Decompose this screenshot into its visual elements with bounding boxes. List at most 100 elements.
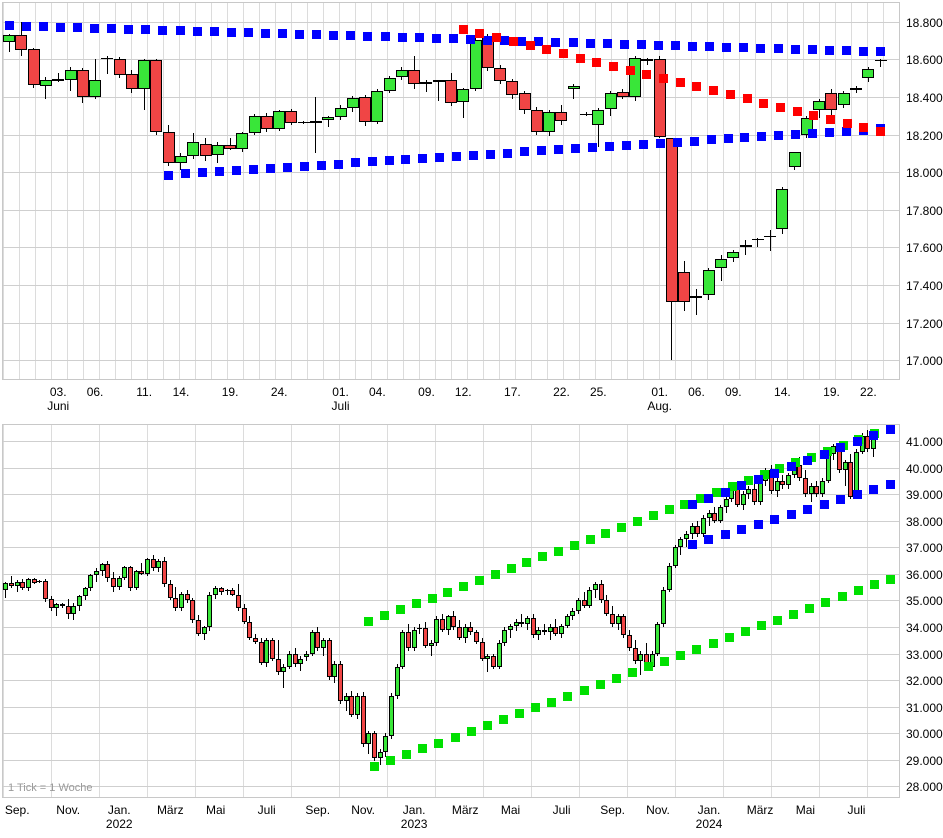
candlestick-body-down bbox=[337, 664, 343, 702]
candlestick-wick bbox=[283, 664, 285, 689]
candlestick bbox=[723, 496, 729, 513]
candlestick bbox=[405, 624, 411, 651]
blue-resistance-line-dot bbox=[602, 39, 612, 49]
blue-resistance-line-dot bbox=[107, 24, 117, 34]
candlestick-body-up bbox=[145, 559, 151, 574]
blue-channel-lower-line-dot bbox=[770, 515, 780, 525]
blue-support-line-dot bbox=[672, 137, 682, 147]
candlestick bbox=[337, 661, 343, 704]
candlestick bbox=[695, 520, 701, 537]
candlestick-body-down bbox=[408, 69, 421, 84]
candlestick-body-up bbox=[513, 621, 519, 626]
candlestick bbox=[422, 621, 428, 649]
green-channel-lower-line-dot bbox=[676, 650, 686, 660]
candlestick-body-down bbox=[422, 628, 428, 646]
candlestick-body-up bbox=[547, 626, 553, 633]
candlestick-wick bbox=[757, 238, 759, 248]
weekly-chart-panel: 41.000 40.000 39.000 38.000 37.000 36.000 35.0… bbox=[0, 422, 943, 838]
candlestick-wick bbox=[45, 77, 47, 99]
candlestick-body-up bbox=[236, 132, 249, 149]
candlestick bbox=[173, 587, 179, 611]
candlestick-wick bbox=[844, 459, 846, 487]
candlestick bbox=[547, 624, 553, 641]
blue-support-line-dot bbox=[418, 154, 428, 164]
candlestick-body-up bbox=[343, 696, 349, 702]
candlestick bbox=[334, 104, 347, 121]
red-downtrend-line-dot bbox=[609, 61, 618, 71]
candlestick bbox=[230, 588, 236, 597]
grid-line-vertical bbox=[211, 3, 212, 379]
candlestick bbox=[346, 96, 359, 113]
candlestick bbox=[690, 288, 703, 316]
candlestick-body-up bbox=[785, 475, 791, 485]
grid-line-horizontal bbox=[3, 172, 899, 173]
candlestick bbox=[485, 653, 491, 673]
y-axis-tick-label: 18.600 bbox=[906, 53, 943, 68]
candlestick bbox=[273, 110, 286, 131]
candlestick-body-down bbox=[235, 595, 241, 609]
candlestick bbox=[604, 91, 617, 116]
candlestick-wick bbox=[880, 59, 882, 67]
candlestick-body-up bbox=[570, 610, 576, 617]
blue-support-line-dot bbox=[384, 156, 394, 166]
candlestick bbox=[439, 613, 445, 633]
candlestick-body-up bbox=[248, 115, 261, 133]
grid-line-vertical bbox=[387, 3, 388, 379]
candlestick bbox=[496, 640, 502, 670]
candlestick-body-up bbox=[82, 588, 88, 597]
blue-resistance-line-dot bbox=[175, 26, 185, 36]
candlestick-body-up bbox=[273, 111, 286, 129]
candlestick bbox=[518, 91, 531, 114]
candlestick-wick bbox=[327, 115, 329, 128]
grid-line-horizontal bbox=[3, 494, 899, 495]
blue-support-line-dot bbox=[215, 167, 225, 177]
candlestick-body-down bbox=[258, 641, 264, 663]
candlestick bbox=[819, 478, 825, 497]
green-channel-upper-line-dot bbox=[522, 558, 532, 568]
candlestick bbox=[653, 55, 666, 139]
candlestick bbox=[292, 648, 298, 667]
y-axis-tick-label: 35.000 bbox=[906, 594, 943, 609]
blue-resistance-line-dot bbox=[671, 41, 681, 51]
weekly-plot-area[interactable] bbox=[2, 424, 900, 798]
candlestick-wick bbox=[96, 568, 98, 582]
candlestick bbox=[371, 730, 377, 762]
candlestick bbox=[700, 515, 706, 537]
candlestick-body-down bbox=[848, 462, 854, 497]
candlestick bbox=[359, 95, 372, 127]
blue-support-line-dot bbox=[503, 148, 513, 158]
grid-line-vertical bbox=[195, 3, 196, 379]
candlestick bbox=[303, 650, 309, 662]
green-channel-lower-line-dot bbox=[692, 644, 702, 654]
grid-line-vertical bbox=[579, 3, 580, 379]
candlestick bbox=[145, 557, 151, 577]
candlestick bbox=[20, 579, 26, 590]
blue-support-line-dot bbox=[469, 150, 479, 160]
candlestick-body-up bbox=[485, 656, 491, 659]
candlestick bbox=[3, 581, 9, 598]
blue-channel-lower-line-dot bbox=[803, 505, 813, 515]
red-downtrend-line-dot bbox=[625, 65, 635, 75]
blue-resistance-line-dot bbox=[329, 30, 339, 40]
y-axis-tick-label: 37.000 bbox=[906, 541, 943, 556]
candlestick bbox=[82, 587, 88, 601]
candlestick bbox=[139, 563, 145, 576]
candlestick-body-up bbox=[26, 579, 32, 589]
grid-line-vertical bbox=[115, 3, 116, 379]
candlestick bbox=[567, 83, 580, 99]
blue-support-line-dot bbox=[587, 143, 597, 153]
candlestick-body-up bbox=[400, 632, 406, 667]
blue-support-line-dot bbox=[435, 152, 445, 162]
candlestick bbox=[727, 250, 740, 263]
grid-line-vertical bbox=[563, 3, 564, 379]
candlestick-body-up bbox=[428, 642, 434, 646]
candlestick-body-down bbox=[530, 110, 543, 132]
green-channel-lower-line-dot bbox=[466, 726, 476, 736]
daily-plot-area[interactable] bbox=[2, 2, 900, 380]
blue-resistance-line-dot bbox=[158, 25, 168, 35]
candlestick bbox=[536, 626, 542, 641]
candlestick-body-down bbox=[113, 59, 126, 76]
candlestick-wick bbox=[57, 72, 59, 82]
blue-support-line-dot bbox=[808, 128, 818, 138]
candlestick-body-up bbox=[156, 560, 162, 569]
